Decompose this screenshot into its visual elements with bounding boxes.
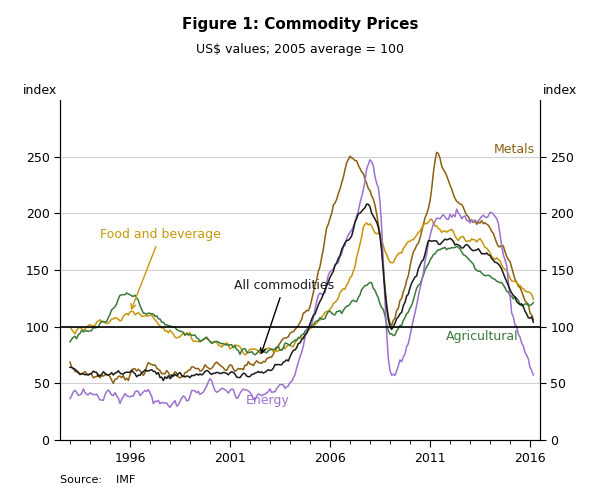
Text: index: index — [542, 84, 577, 96]
Text: US$ values; 2005 average = 100: US$ values; 2005 average = 100 — [196, 42, 404, 56]
Text: Food and beverage: Food and beverage — [100, 228, 221, 309]
Text: Figure 1: Commodity Prices: Figure 1: Commodity Prices — [182, 18, 418, 32]
Text: Energy: Energy — [246, 394, 290, 406]
Text: index: index — [23, 84, 58, 96]
Text: Metals: Metals — [494, 143, 535, 156]
Text: Agricultural: Agricultural — [446, 330, 518, 344]
Text: Source:    IMF: Source: IMF — [60, 475, 135, 485]
Text: All commodities: All commodities — [234, 280, 334, 353]
